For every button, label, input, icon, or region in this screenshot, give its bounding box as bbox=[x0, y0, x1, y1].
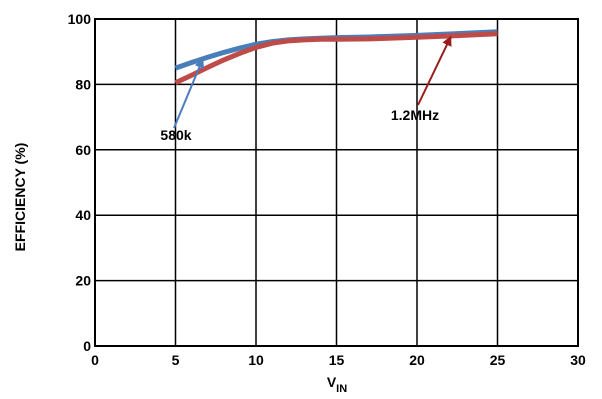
y-tick-label: 20 bbox=[75, 273, 91, 289]
y-tick-label: 100 bbox=[68, 11, 92, 27]
y-tick-label: 40 bbox=[75, 207, 91, 223]
x-tick-label: 0 bbox=[91, 352, 99, 368]
x-axis-title-main: V bbox=[327, 374, 337, 390]
y-tick-label: 80 bbox=[75, 76, 91, 92]
y-tick-label: 60 bbox=[75, 142, 91, 158]
y-tick-label: 0 bbox=[83, 338, 91, 354]
annotation-arrow bbox=[173, 57, 205, 129]
annotations: 580k 1.2MHz bbox=[160, 35, 452, 143]
annotation-label: 580k bbox=[160, 127, 191, 143]
series-group bbox=[174, 29, 498, 86]
x-tick-label: 25 bbox=[490, 352, 506, 368]
series-line-1-2mhz bbox=[174, 31, 498, 86]
grid bbox=[95, 19, 578, 346]
plot-frame bbox=[94, 18, 579, 347]
annotation-label: 1.2MHz bbox=[391, 107, 439, 123]
y-tick-labels: 0 20 40 60 80 100 bbox=[68, 11, 92, 354]
x-axis-title-subscript: IN bbox=[336, 383, 347, 395]
x-tick-labels: 0 5 10 15 20 25 30 bbox=[91, 352, 586, 368]
annotation-arrow bbox=[417, 35, 452, 106]
x-tick-label: 20 bbox=[409, 352, 425, 368]
x-tick-label: 10 bbox=[248, 352, 264, 368]
y-axis-title: EFFICIENCY (%) bbox=[12, 143, 28, 252]
x-tick-label: 5 bbox=[172, 352, 180, 368]
x-tick-label: 15 bbox=[329, 352, 345, 368]
x-axis-title: VIN bbox=[327, 374, 347, 395]
x-tick-label: 30 bbox=[570, 352, 586, 368]
